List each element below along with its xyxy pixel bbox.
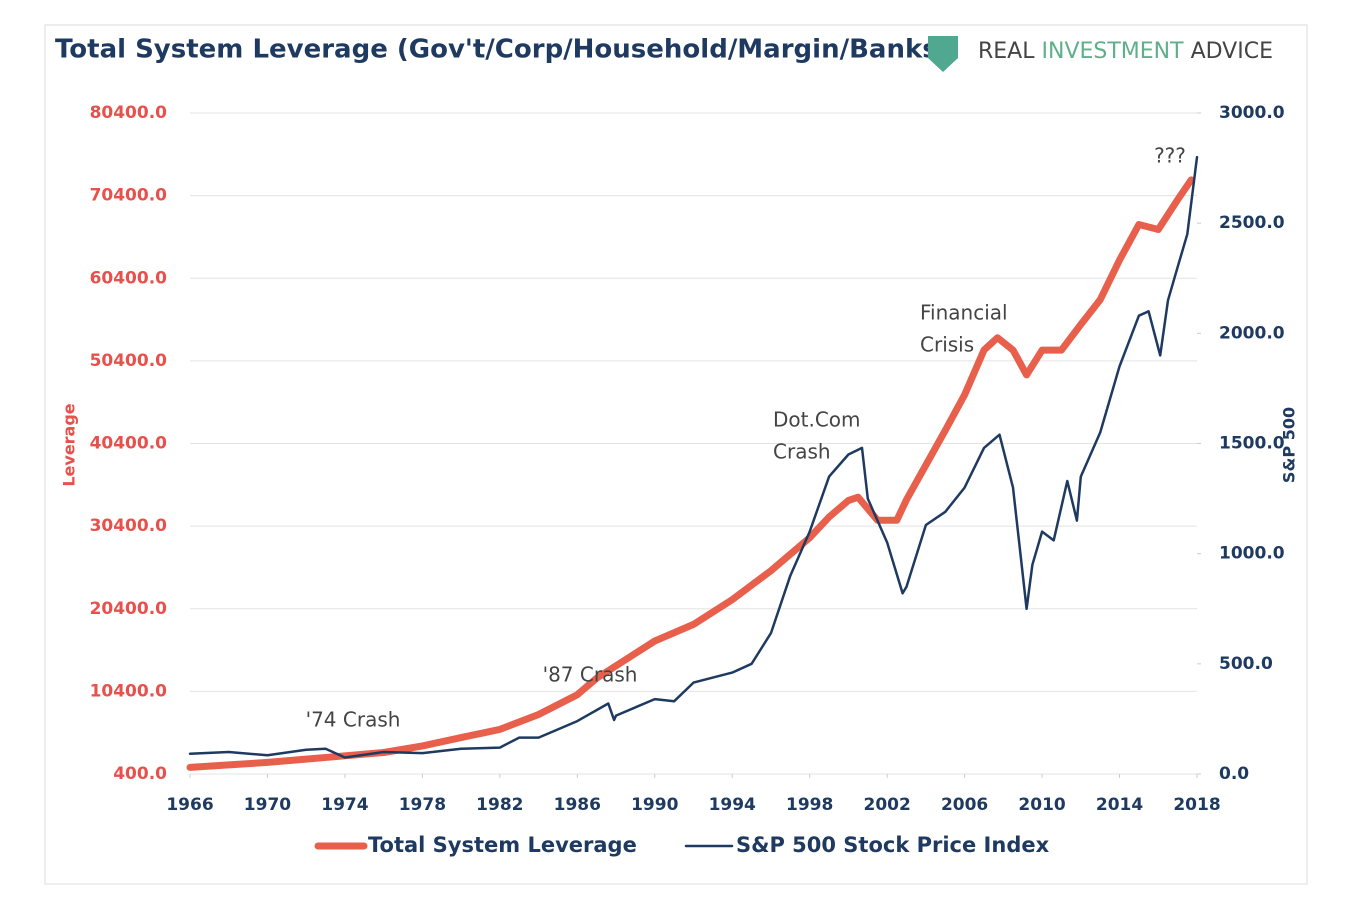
x-tick-label: 1998 [786,795,833,815]
chart-title: Total System Leverage (Gov't/Corp/Househ… [55,35,950,65]
x-tick-label: 2010 [1018,795,1065,815]
series-line [186,176,1195,771]
x-tick-label: 1990 [631,795,678,815]
x-tick-label: 1994 [709,795,756,815]
y2-tick-label: 2500.0 [1219,213,1285,233]
annotation: Crash [773,440,831,464]
x-tick-label: 2002 [863,795,910,815]
x-tick-label: 1978 [399,795,446,815]
annotation: '74 Crash [306,708,401,732]
x-tick-label: 1966 [166,795,213,815]
x-tick-label: 1982 [476,795,523,815]
y-tick-label: 40400.0 [90,434,168,454]
y-tick-label: 10400.0 [90,681,168,701]
y-axis-label: Leverage [60,403,79,486]
x-tick-label: 2006 [941,795,988,815]
y2-tick-label: 500.0 [1219,654,1273,674]
annotation: '87 Crash [543,663,638,687]
annotation: Dot.Com [773,408,861,432]
y2-tick-label: 3000.0 [1219,103,1285,123]
legend-label: S&P 500 Stock Price Index [736,833,1050,857]
y2-tick-label: 1000.0 [1219,544,1285,564]
y-tick-label: 60400.0 [90,268,168,288]
brand-word: REAL [978,39,1035,64]
annotation: Financial [920,301,1008,325]
y-tick-label: 50400.0 [90,351,168,371]
y2-tick-label: 2000.0 [1219,323,1285,343]
y2-axis-label: S&P 500 [1280,407,1299,483]
legend-label: Total System Leverage [368,833,637,857]
brand-word: INVESTMENT [1042,39,1185,64]
x-tick-label: 2014 [1096,795,1143,815]
series-line [188,155,1199,759]
x-tick-label: 1986 [554,795,601,815]
x-tick-label: 1974 [321,795,368,815]
y-tick-label: 400.0 [113,764,167,784]
chart-frame [44,24,1308,885]
x-tick-label: 2018 [1173,795,1220,815]
brand: REAL INVESTMENT ADVICE [978,39,1273,64]
y-tick-label: 30400.0 [90,516,168,536]
y-tick-label: 70400.0 [90,186,168,206]
brand-word: ADVICE [1191,39,1273,64]
y2-tick-label: 1500.0 [1219,434,1285,454]
y-tick-label: 80400.0 [90,103,168,123]
x-tick-label: 1970 [244,795,291,815]
y2-tick-label: 0.0 [1219,764,1249,784]
annotation: Crisis [920,333,974,357]
annotation: ??? [1154,144,1186,168]
brand-logo [928,36,958,72]
y-tick-label: 20400.0 [90,599,168,619]
